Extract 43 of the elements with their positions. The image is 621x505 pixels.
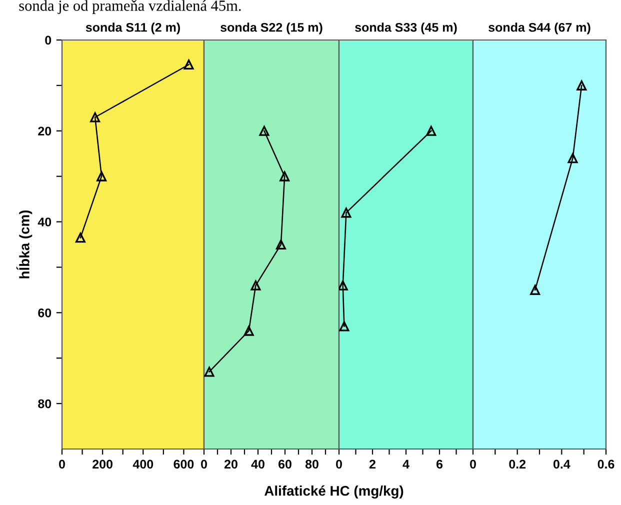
text: sonda je od prameňa vzdialená 45m. [19, 0, 241, 14]
y-axis-title: hĺbka (cm) [16, 210, 32, 278]
point [339, 321, 350, 332]
x-tick-label: 400 [132, 460, 154, 469]
x-tick-label: 600 [174, 460, 194, 469]
y-tick-label: 80 [38, 399, 52, 408]
x-tick-label: 40 [251, 460, 264, 469]
point [276, 240, 286, 250]
point [244, 326, 254, 336]
x-tick-label: 0 [201, 460, 207, 469]
point [280, 171, 290, 182]
point [75, 232, 86, 243]
x-tick-label: 80 [305, 460, 318, 469]
x-tick-label: 0 [59, 460, 65, 469]
chart-title: sonda S11 (2 m) [86, 22, 180, 34]
x-tick-label: 0.6 [598, 460, 614, 469]
x-tick-label: 200 [92, 460, 112, 469]
x-tick-label: 0 [470, 460, 476, 469]
x-tick-label: 6 [436, 460, 443, 469]
point [184, 60, 194, 70]
chart-title: sonda S44 (67 m) [488, 22, 590, 34]
y-tick-label: 60 [38, 308, 52, 318]
y-tick-label: 20 [38, 126, 52, 136]
x-tick-label: 0.2 [509, 460, 526, 469]
x-tick-label: 4 [402, 460, 410, 468]
x-tick-label: 20 [224, 460, 238, 469]
point [339, 280, 348, 290]
point [96, 171, 107, 182]
chart-title: sonda S33 (45 m) [355, 22, 457, 34]
x-tick-label: 2 [369, 460, 376, 468]
x-tick-label: 0.4 [553, 460, 570, 469]
chart-title: sonda S22 (15 m) [220, 22, 322, 34]
point [259, 126, 270, 136]
point [204, 366, 214, 377]
point [250, 280, 261, 290]
point [426, 126, 436, 136]
y-tick-label: 40 [38, 218, 52, 226]
x-tick-label: 0 [336, 460, 342, 469]
x-axis-title: Alifatické HC (mg/kg) [264, 485, 404, 499]
y-tick-label: 0 [45, 36, 52, 45]
point [90, 112, 100, 122]
point [341, 208, 352, 218]
x-tick-label: 60 [278, 460, 292, 469]
